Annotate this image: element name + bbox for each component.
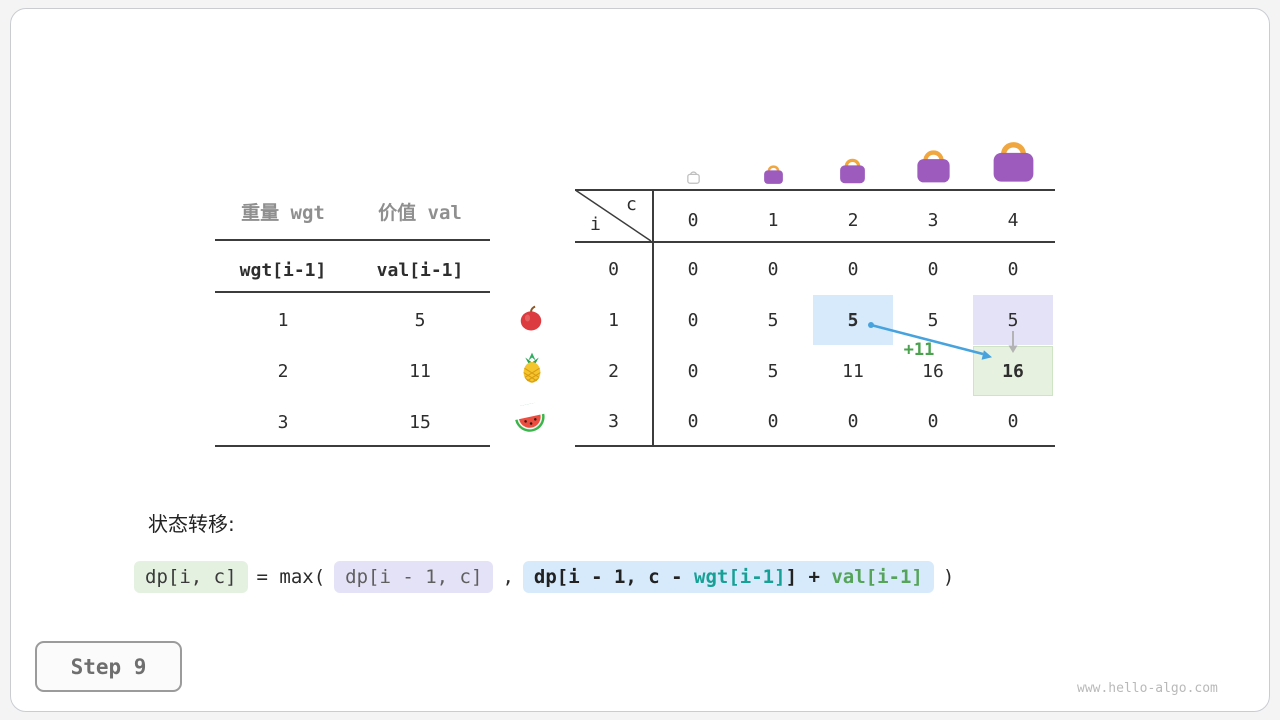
dp-cell: 0 xyxy=(767,258,779,280)
item-row-wgt: 1 xyxy=(277,309,289,331)
dp-cell: 5 xyxy=(767,309,779,331)
formula-option2-prefix: dp[i - 1, c - xyxy=(533,566,695,588)
dp-row-header: 3 xyxy=(608,410,619,432)
dp-row-header: 0 xyxy=(608,258,619,280)
item-row-val: 11 xyxy=(409,360,431,382)
dp-cell-pending: 0 xyxy=(927,410,939,432)
dp-col-header: 4 xyxy=(1007,209,1019,231)
dp-cell: 11 xyxy=(842,360,864,382)
formula-option2-box: dp[i - 1, c - wgt[i-1]] + val[i-1] xyxy=(522,561,934,593)
formula-option2-mid: ] + xyxy=(785,566,832,588)
dp-row-header: 2 xyxy=(608,360,619,382)
dp-cell-current-highlight: 16 xyxy=(973,346,1053,396)
dp-cell: 0 xyxy=(687,309,699,331)
bag-icon-capacity-4 xyxy=(987,133,1040,190)
step-badge: Step 9 xyxy=(35,641,182,692)
dp-cell: 0 xyxy=(687,258,699,280)
formula-option1-box: dp[i - 1, c] xyxy=(334,561,494,593)
dp-cell-pending: 0 xyxy=(1007,410,1019,432)
dp-corner-row-var: i xyxy=(590,214,601,235)
dp-cell: 5 xyxy=(927,309,939,331)
apple-icon xyxy=(517,304,545,336)
item-row-wgt: 2 xyxy=(277,360,289,382)
transition-formula: dp[i, c] = max( dp[i - 1, c] , dp[i - 1,… xyxy=(134,561,954,593)
items-col-header-value: 价值 val xyxy=(378,201,462,224)
dp-cell: 0 xyxy=(1007,258,1019,280)
divider xyxy=(215,239,490,241)
transition-heading: 状态转移: xyxy=(148,512,235,536)
dp-col-header: 2 xyxy=(847,209,859,231)
pineapple-icon xyxy=(517,352,547,388)
divider xyxy=(575,189,1055,191)
figure-card xyxy=(10,8,1270,712)
divider xyxy=(575,445,1055,447)
dp-row-header: 1 xyxy=(608,309,619,331)
dp-cell-pending: 0 xyxy=(847,410,859,432)
dp-cell: 0 xyxy=(687,360,699,382)
formula-option2-val: val[i-1] xyxy=(831,566,923,588)
item-row-val: 5 xyxy=(414,309,426,331)
dp-cell-source-highlight: 5 xyxy=(813,295,893,345)
divider xyxy=(652,189,654,447)
bag-icon-capacity-1 xyxy=(761,161,786,190)
dp-corner-col-var: c xyxy=(626,194,637,215)
dp-cell: 16 xyxy=(922,360,944,382)
items-col-header-weight: 重量 wgt xyxy=(241,201,325,224)
dp-col-header: 3 xyxy=(927,209,939,231)
dp-col-header: 1 xyxy=(767,209,779,231)
item-row-wgt: 3 xyxy=(277,411,289,433)
item-row-val: 15 xyxy=(409,411,431,433)
dp-cell: 0 xyxy=(847,258,859,280)
dp-cell: 0 xyxy=(927,258,939,280)
watermark: www.hello-algo.com xyxy=(1077,681,1218,696)
dp-col-header: 0 xyxy=(687,209,699,231)
divider xyxy=(215,291,490,293)
formula-lhs-box: dp[i, c] xyxy=(134,561,248,593)
bag-icon-capacity-2 xyxy=(836,153,869,190)
items-var-val: val[i-1] xyxy=(376,259,464,281)
bag-icon-capacity-0 xyxy=(685,168,702,189)
dp-cell-pending: 0 xyxy=(767,410,779,432)
divider xyxy=(575,241,1055,243)
formula-option2-wgt: wgt[i-1] xyxy=(694,566,786,588)
arrow-annotation: +11 xyxy=(903,340,935,360)
dp-cell: 0 xyxy=(687,410,699,432)
formula-comma: , xyxy=(502,566,514,588)
dp-cell: 5 xyxy=(767,360,779,382)
dp-cell-above-highlight: 5 xyxy=(973,295,1053,345)
divider xyxy=(215,445,490,447)
items-var-wgt: wgt[i-1] xyxy=(239,259,327,281)
bag-icon-capacity-3 xyxy=(912,143,955,190)
formula-eq: = max( xyxy=(256,566,326,588)
formula-close: ) xyxy=(942,566,955,588)
